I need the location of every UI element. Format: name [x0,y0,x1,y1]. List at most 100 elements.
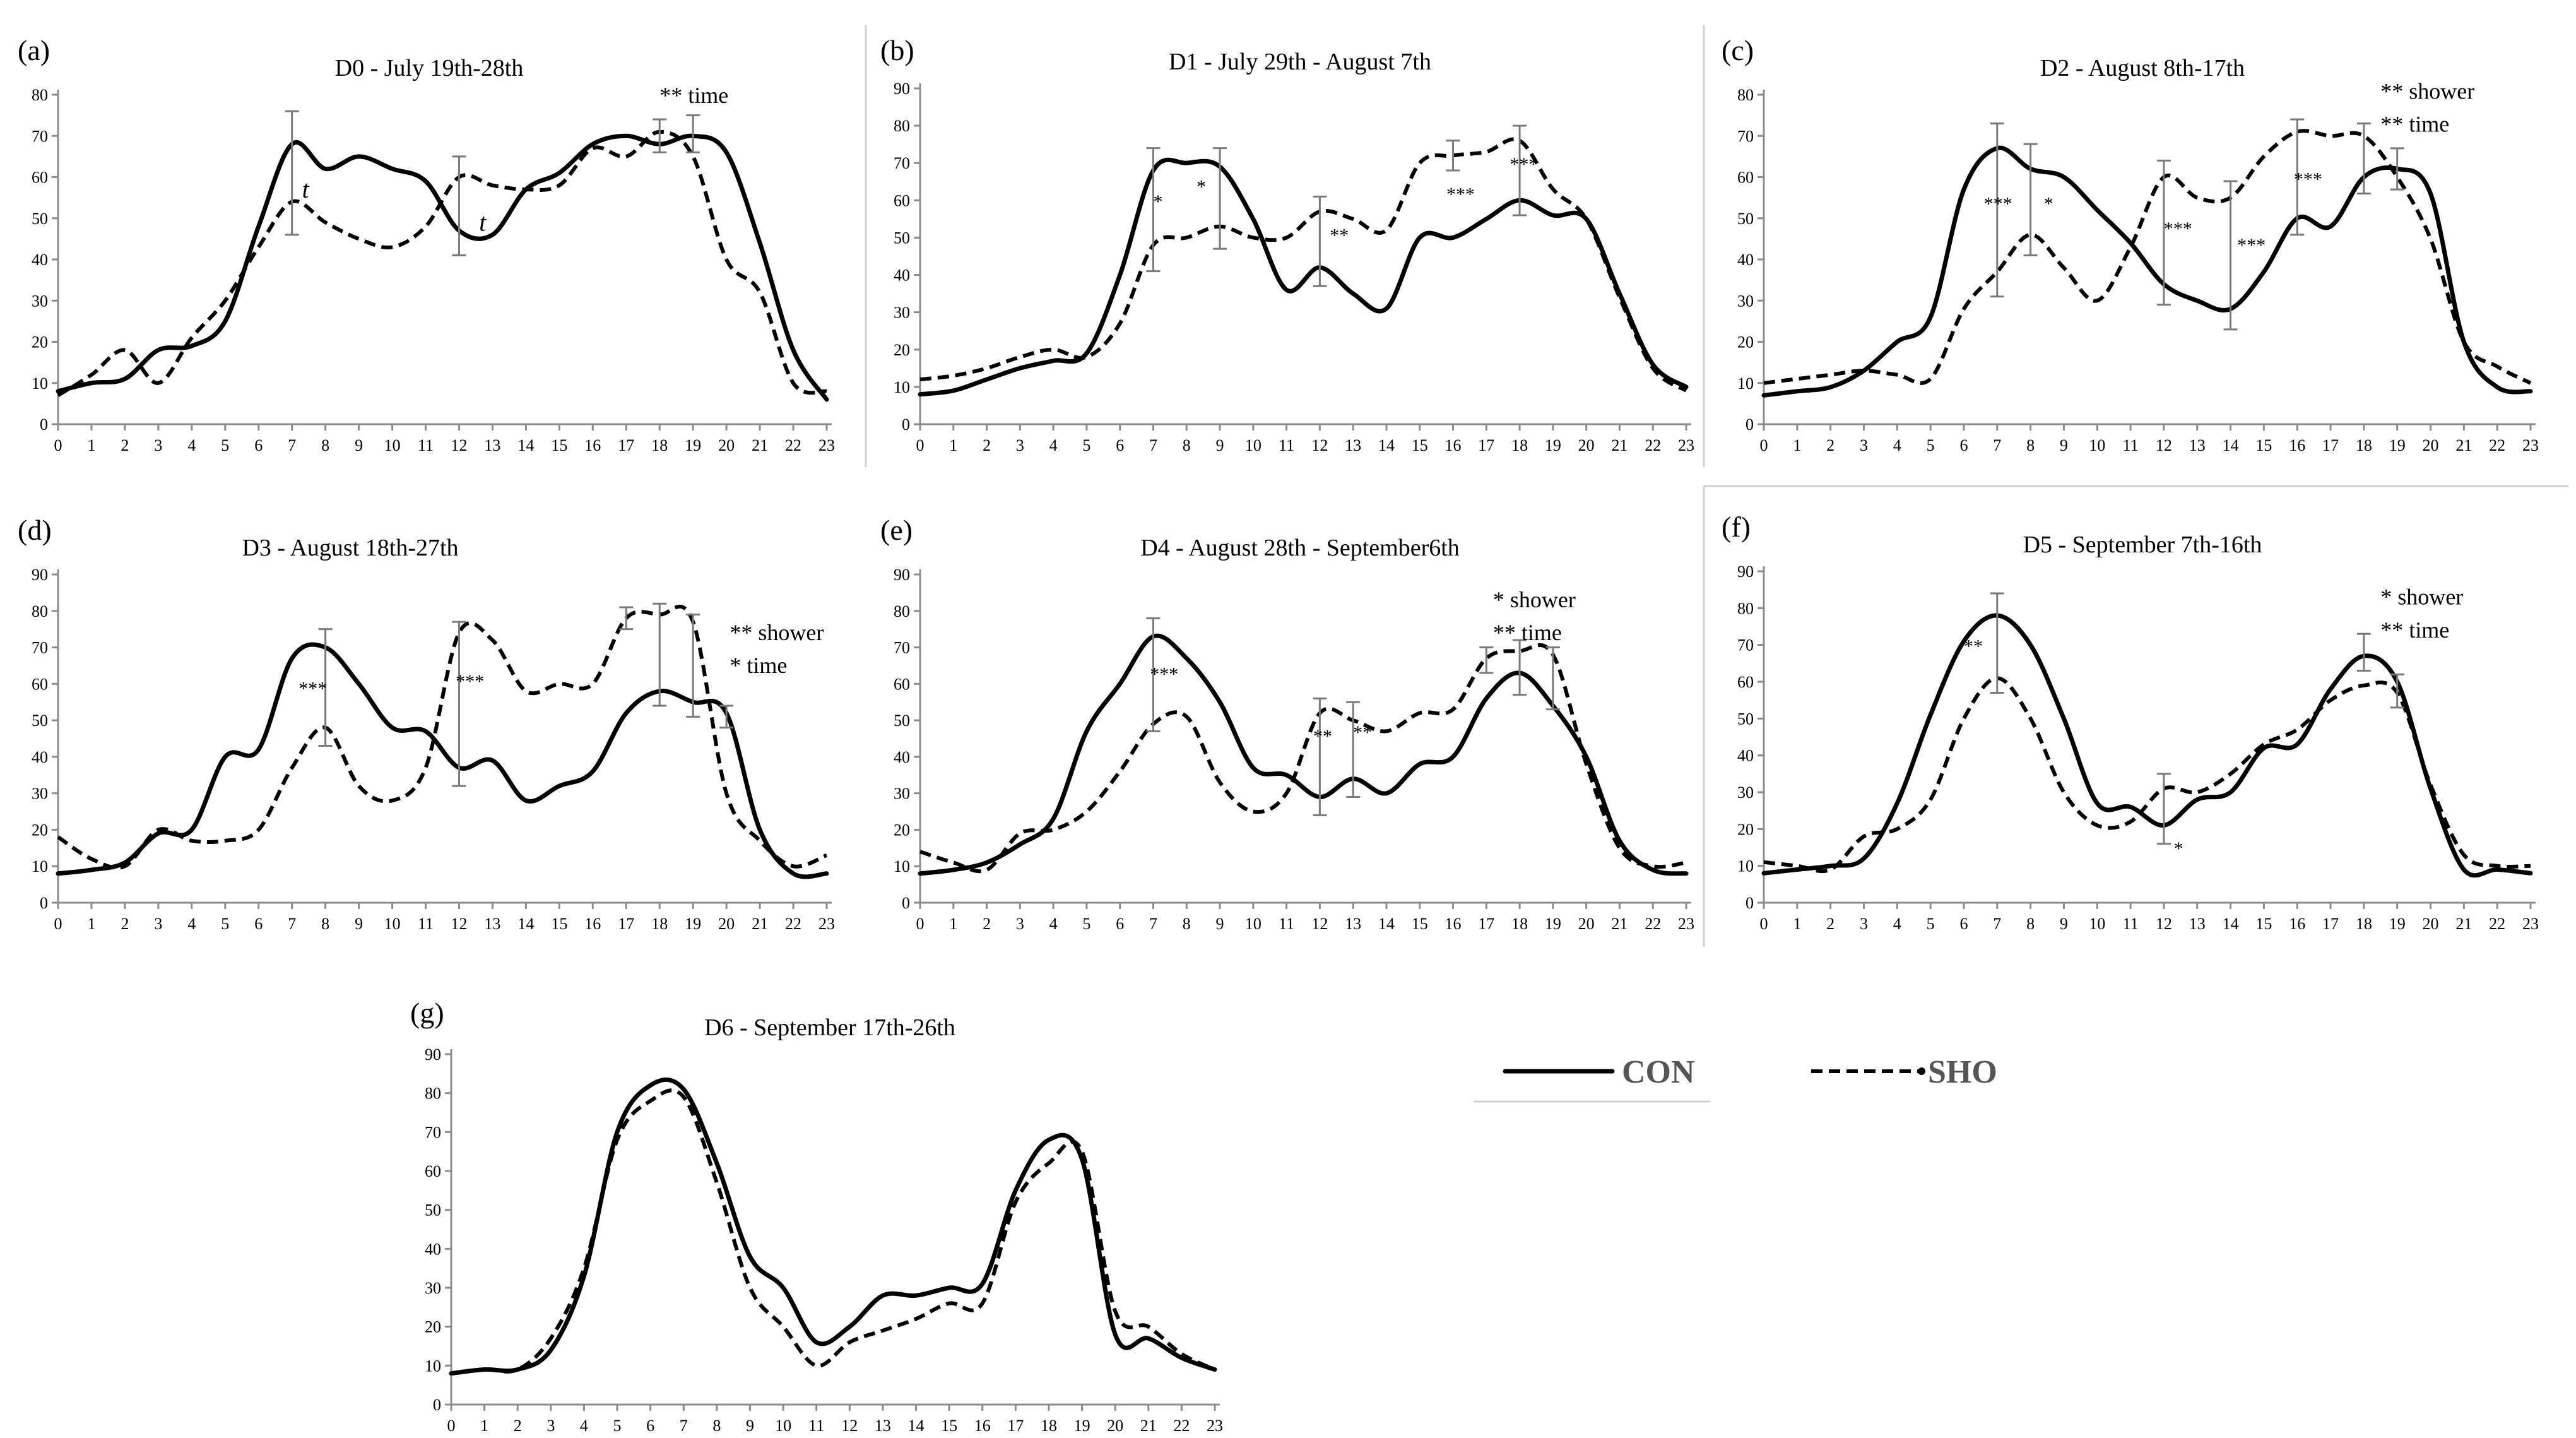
x-tick-label: 16 [2289,436,2305,455]
chart-panel-4: (d)D3 - August 18th-27th0102030405060708… [18,514,835,933]
error-bar [619,606,634,631]
panel-label: (f) [1722,511,1751,543]
legend-sho-dot [1918,1067,1925,1075]
x-tick-label: 21 [752,915,768,933]
error-bar [2156,773,2171,845]
x-tick-label: 16 [1445,915,1462,933]
x-tick-label: 23 [1678,436,1694,455]
y-tick-label: 60 [1737,673,1754,691]
x-tick-label: 16 [584,915,601,933]
y-tick-label: 80 [32,86,48,104]
x-tick-label: 14 [517,436,534,455]
chart-panel-5: (e)D4 - August 28th - September6th010203… [880,514,1694,933]
series-line-sho [1763,676,2531,874]
x-tick-label: 4 [187,436,196,455]
y-tick-label: 0 [40,894,48,912]
x-tick-label: 22 [1645,915,1661,933]
x-tick-label: 9 [355,915,363,933]
y-tick-label: 30 [1737,783,1754,802]
x-tick-label: 23 [818,436,835,455]
x-tick-label: 5 [1082,915,1090,933]
panel-label: (e) [880,514,913,546]
x-tick-label: 17 [2322,436,2339,455]
x-tick-label: 15 [941,1417,957,1435]
y-tick-label: 40 [425,1240,441,1258]
y-tick-label: 80 [425,1084,441,1103]
x-tick-label: 20 [2423,915,2439,933]
x-tick-label: 17 [1007,1417,1024,1435]
y-tick-label: 10 [32,857,48,876]
x-tick-label: 10 [384,915,401,933]
y-tick-label: 10 [894,378,910,396]
x-tick-label: 20 [1107,1417,1123,1435]
x-tick-label: 13 [484,915,500,933]
error-bar [686,614,700,718]
panel-title: D6 - September 17th-26th [704,1014,955,1041]
x-tick-label: 12 [2156,436,2172,455]
x-tick-label: 1 [480,1417,488,1435]
legend-con-label: CON [1622,1054,1695,1090]
x-tick-label: 0 [1760,436,1768,455]
error-bar [1479,646,1494,674]
x-tick-label: 0 [54,915,62,933]
x-tick-label: 21 [2455,436,2472,455]
y-tick-label: 50 [32,210,48,228]
annotation-label: *** [2237,235,2266,256]
x-tick-label: 14 [2223,915,2239,933]
x-tick-label: 4 [1893,915,1901,933]
x-tick-label: 15 [2255,436,2272,455]
x-tick-label: 23 [2522,436,2539,455]
x-tick-label: 10 [2089,436,2105,455]
series-line-sho [451,1088,1216,1376]
x-tick-label: 3 [1016,915,1024,933]
x-tick-label: 13 [2189,915,2206,933]
y-tick-label: 90 [425,1045,441,1064]
x-tick-label: 11 [2123,915,2139,933]
x-tick-label: 19 [2389,915,2406,933]
y-tick-label: 70 [32,639,48,657]
annotation-label: t [479,208,487,236]
error-bar [2223,180,2238,331]
x-tick-label: 12 [451,915,467,933]
x-tick-label: 19 [685,436,701,455]
x-tick-label: 4 [580,1417,588,1435]
error-bar [719,704,734,729]
annotation-label: ** [1964,636,1983,657]
x-tick-label: 7 [1993,436,2001,455]
error-bar [686,114,700,153]
y-tick-label: 20 [1737,333,1754,352]
x-tick-label: 16 [974,1417,991,1435]
x-tick-label: 12 [1311,915,1328,933]
y-tick-label: 0 [40,415,48,434]
y-tick-label: 40 [32,748,48,766]
annotation-label: ** time [2380,617,2449,643]
x-tick-label: 6 [1116,436,1124,455]
x-tick-label: 19 [685,915,701,933]
panel-label: (b) [880,34,914,66]
x-tick-label: 6 [1116,915,1124,933]
chart-panel-1: (a) D0 - July 19th-28th 0 10 20 30 40 50 60 70 80 0… [18,34,835,455]
x-tick-label: 18 [651,436,668,455]
x-tick-label: 18 [651,915,668,933]
y-tick-label: 90 [1737,562,1754,581]
y-tick-label: 20 [894,341,910,359]
error-bar [1513,639,1527,696]
x-tick-label: 17 [1478,436,1494,455]
panel-title: D3 - August 18th-27th [242,535,458,561]
y-tick-label: 70 [32,127,48,145]
x-tick-label: 0 [916,436,925,455]
error-bar [2023,143,2038,256]
x-tick-label: 2 [121,915,129,933]
x-tick-label: 4 [1049,915,1058,933]
panel-label: (d) [18,514,52,546]
x-tick-label: 20 [1578,915,1595,933]
y-tick-label: 90 [32,566,48,584]
error-bar [1146,617,1161,732]
x-tick-label: 10 [2089,915,2105,933]
x-tick-label: 9 [1216,915,1224,933]
x-tick-label: 6 [254,915,263,933]
error-bar [2356,122,2371,195]
x-tick-label: 22 [785,915,801,933]
y-tick-label: 10 [32,374,48,393]
x-tick-label: 5 [1927,436,1935,455]
